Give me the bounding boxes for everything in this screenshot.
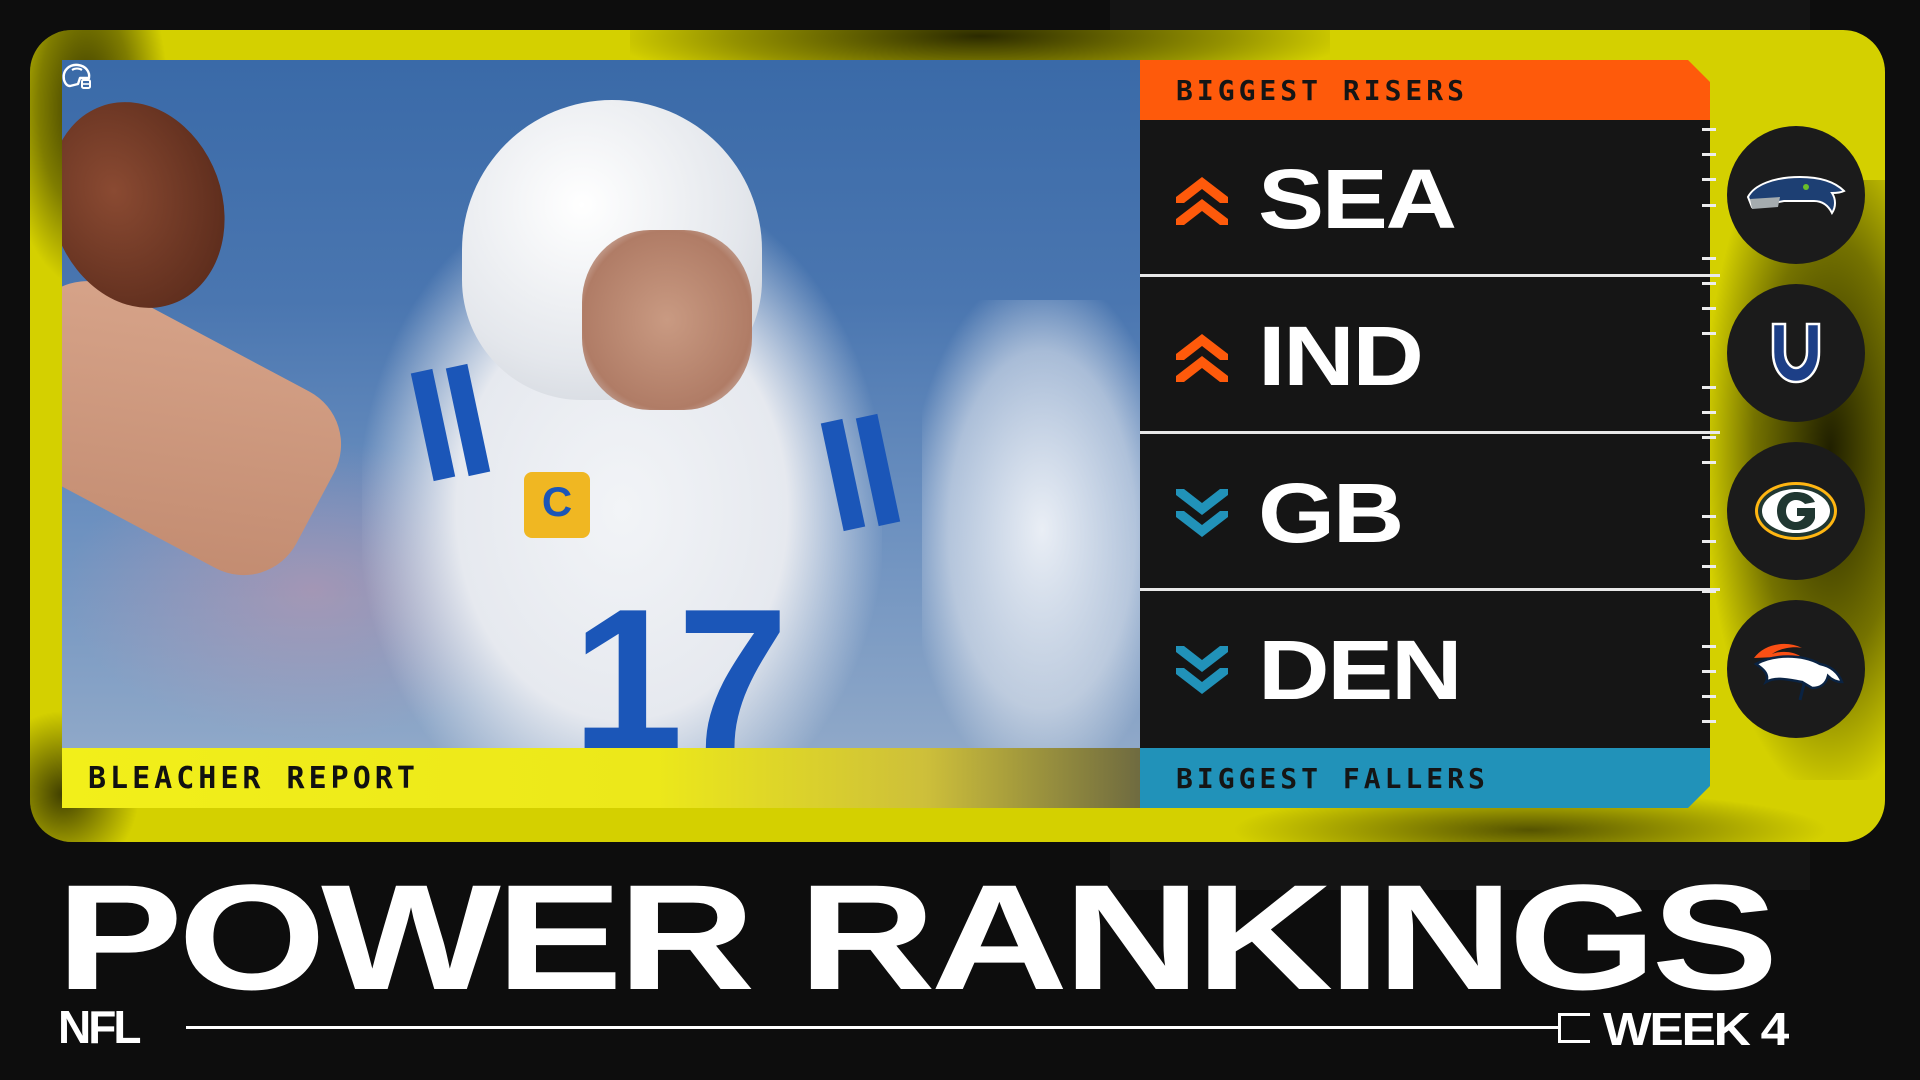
photo-player-face <box>582 230 752 410</box>
tick <box>1702 153 1716 156</box>
broncos-logo <box>1727 600 1865 738</box>
team-row-sea: SEA <box>1140 120 1710 277</box>
row-divider <box>1140 274 1720 277</box>
packers-g-logo <box>1727 442 1865 580</box>
tick <box>1702 461 1716 464</box>
packers-g-icon <box>1755 482 1837 540</box>
team-abbr: SEA <box>1258 151 1457 246</box>
team-row-gb: GB <box>1140 434 1710 591</box>
team-rows: SEA IND GB DEN <box>1140 120 1720 748</box>
ruler-ticks <box>1702 120 1716 748</box>
row-divider <box>1140 588 1720 591</box>
seahawks-logo <box>1727 126 1865 264</box>
fallers-footer: BIGGEST FALLERS <box>1140 748 1710 808</box>
brand-label: BLEACHER REPORT <box>88 760 419 796</box>
colts-horseshoe-icon <box>1771 322 1821 384</box>
week-label: WEEK 4 <box>1603 1003 1789 1055</box>
tick <box>1702 282 1716 285</box>
team-abbr: DEN <box>1258 622 1463 717</box>
photo-teammate <box>922 300 1142 748</box>
tick <box>1702 590 1716 593</box>
risers-label: BIGGEST RISERS <box>1176 73 1469 107</box>
tick <box>1702 204 1716 207</box>
rankings-panel: BIGGEST RISERS SEA IND GB <box>1140 60 1720 808</box>
bracket-icon <box>1558 1013 1590 1043</box>
tick <box>1702 565 1716 568</box>
brand-bar: BLEACHER REPORT <box>62 748 1142 808</box>
broncos-icon <box>1753 643 1844 701</box>
league-label: NFL <box>58 1001 141 1053</box>
fallers-label: BIGGEST FALLERS <box>1176 761 1489 795</box>
double-chevron-down-icon <box>1176 645 1228 694</box>
double-chevron-up-icon <box>1176 176 1228 225</box>
tick <box>1702 720 1716 723</box>
tick <box>1702 128 1716 131</box>
tick <box>1702 645 1716 648</box>
captain-patch: C <box>524 472 590 538</box>
double-chevron-down-icon <box>1176 488 1228 537</box>
tick <box>1702 670 1716 673</box>
page-title: POWER RANKINGS <box>56 853 1779 1021</box>
player-photo: C 17 <box>62 60 1142 748</box>
team-abbr: IND <box>1258 308 1424 403</box>
risers-header: BIGGEST RISERS <box>1140 60 1710 120</box>
tick <box>1702 515 1716 518</box>
seahawks-logo-icon <box>1746 175 1846 215</box>
tick <box>1702 436 1716 439</box>
tick <box>1702 540 1716 543</box>
tick <box>1702 178 1716 181</box>
colts-horseshoe-logo <box>1727 284 1865 422</box>
football-helmet-icon <box>62 63 91 89</box>
tick <box>1702 257 1716 260</box>
tick <box>1702 695 1716 698</box>
double-chevron-up-icon <box>1176 333 1228 382</box>
team-abbr: GB <box>1258 465 1404 560</box>
team-row-den: DEN <box>1140 591 1710 748</box>
team-row-ind: IND <box>1140 277 1710 434</box>
tick <box>1702 332 1716 335</box>
title-rule <box>186 1026 1558 1029</box>
tick <box>1702 386 1716 389</box>
tick <box>1702 411 1716 414</box>
tick <box>1702 307 1716 310</box>
jersey-number: 17 <box>572 568 788 749</box>
row-divider <box>1140 431 1720 434</box>
